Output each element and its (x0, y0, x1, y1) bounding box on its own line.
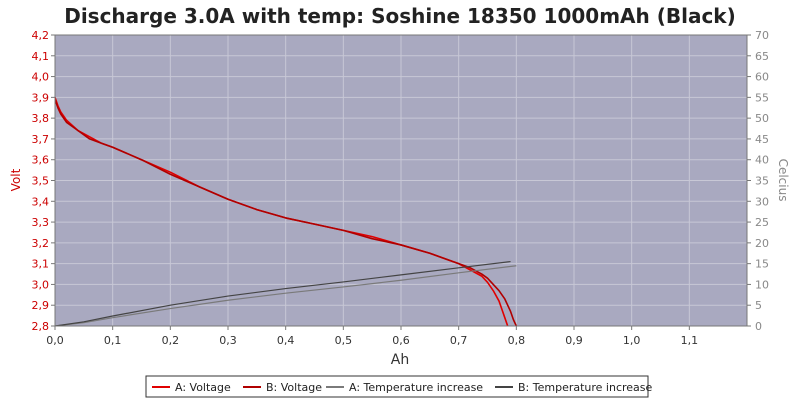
x-tick-label: 1,0 (623, 334, 641, 347)
y-right-tick-label: 10 (755, 278, 769, 291)
y-right-tick-label: 50 (755, 112, 769, 125)
y-left-axis-ticks: 2,8 2,9 3,0 3,1 3,2 3,3 3,4 3,5 3,6 3,7 3,8 3,9 4,0 4… (32, 29, 55, 333)
y-right-tick-label: 35 (755, 175, 769, 188)
y-right-tick-label: 45 (755, 133, 769, 146)
chart-title: Discharge 3.0A with temp: Soshine 18350 … (64, 4, 736, 28)
y-left-tick-label: 4,1 (32, 50, 50, 63)
y-left-tick-label: 3,5 (32, 175, 50, 188)
y-right-tick-label: 55 (755, 91, 769, 104)
x-tick-label: 0,7 (450, 334, 468, 347)
y-right-axis-label: Celcius (776, 159, 790, 202)
legend-label: B: Temperature increase (518, 381, 653, 394)
series-line-b-voltage (55, 99, 518, 326)
y-left-tick-label: 3,1 (32, 258, 50, 271)
x-axis-label: Ah (391, 352, 409, 368)
x-axis-ticks: 0,0 0,1 0,2 0,3 0,4 0,5 0,6 0,7 0,8 0,9 1,0 1,1 (46, 326, 698, 347)
y-left-tick-label: 3,0 (32, 278, 50, 291)
legend-label: A: Temperature increase (349, 381, 483, 394)
y-right-tick-label: 20 (755, 237, 769, 250)
x-tick-label: 0,4 (277, 334, 295, 347)
x-tick-label: 0,6 (392, 334, 410, 347)
x-tick-label: 0,1 (104, 334, 122, 347)
y-left-tick-label: 4,0 (32, 71, 50, 84)
y-left-tick-label: 3,7 (32, 133, 50, 146)
y-left-tick-label: 3,9 (32, 91, 50, 104)
y-left-tick-label: 3,2 (32, 237, 50, 250)
y-left-tick-label: 3,6 (32, 154, 50, 167)
y-right-tick-label: 70 (755, 29, 769, 42)
y-right-tick-label: 65 (755, 50, 769, 63)
legend: A: Voltage B: Voltage A: Temperature incre… (145, 375, 653, 398)
x-tick-label: 0,0 (46, 334, 64, 347)
y-right-tick-label: 5 (755, 299, 762, 312)
legend-label: B: Voltage (266, 381, 322, 394)
grid-lines (55, 35, 747, 326)
legend-box (145, 375, 649, 398)
x-tick-label: 1,1 (681, 334, 699, 347)
x-tick-label: 0,5 (335, 334, 353, 347)
x-tick-label: 0,9 (565, 334, 583, 347)
series-line-b-temperature (55, 260, 511, 326)
y-left-tick-label: 3,8 (32, 112, 50, 125)
y-left-tick-label: 4,2 (32, 29, 50, 42)
x-tick-label: 0,3 (219, 334, 237, 347)
y-right-tick-label: 30 (755, 195, 769, 208)
series-lines (55, 97, 518, 326)
y-right-tick-label: 25 (755, 216, 769, 229)
y-left-axis-label: Volt (9, 168, 23, 191)
y-right-tick-label: 40 (755, 154, 769, 167)
y-left-tick-label: 3,4 (32, 195, 50, 208)
y-left-tick-label: 3,3 (32, 216, 50, 229)
y-right-tick-label: 0 (755, 320, 762, 333)
series-line-a-temperature (55, 265, 517, 326)
y-right-axis-ticks: 0 5 10 15 20 25 30 35 40 45 50 55 60 65 70 (747, 29, 769, 333)
legend-label: A: Voltage (175, 381, 231, 394)
y-left-tick-label: 2,9 (32, 299, 50, 312)
y-right-tick-label: 60 (755, 71, 769, 84)
y-left-tick-label: 2,8 (32, 320, 50, 333)
y-right-tick-label: 15 (755, 258, 769, 271)
x-tick-label: 0,2 (162, 334, 180, 347)
plot-frame (54, 34, 748, 327)
x-tick-label: 0,8 (508, 334, 526, 347)
